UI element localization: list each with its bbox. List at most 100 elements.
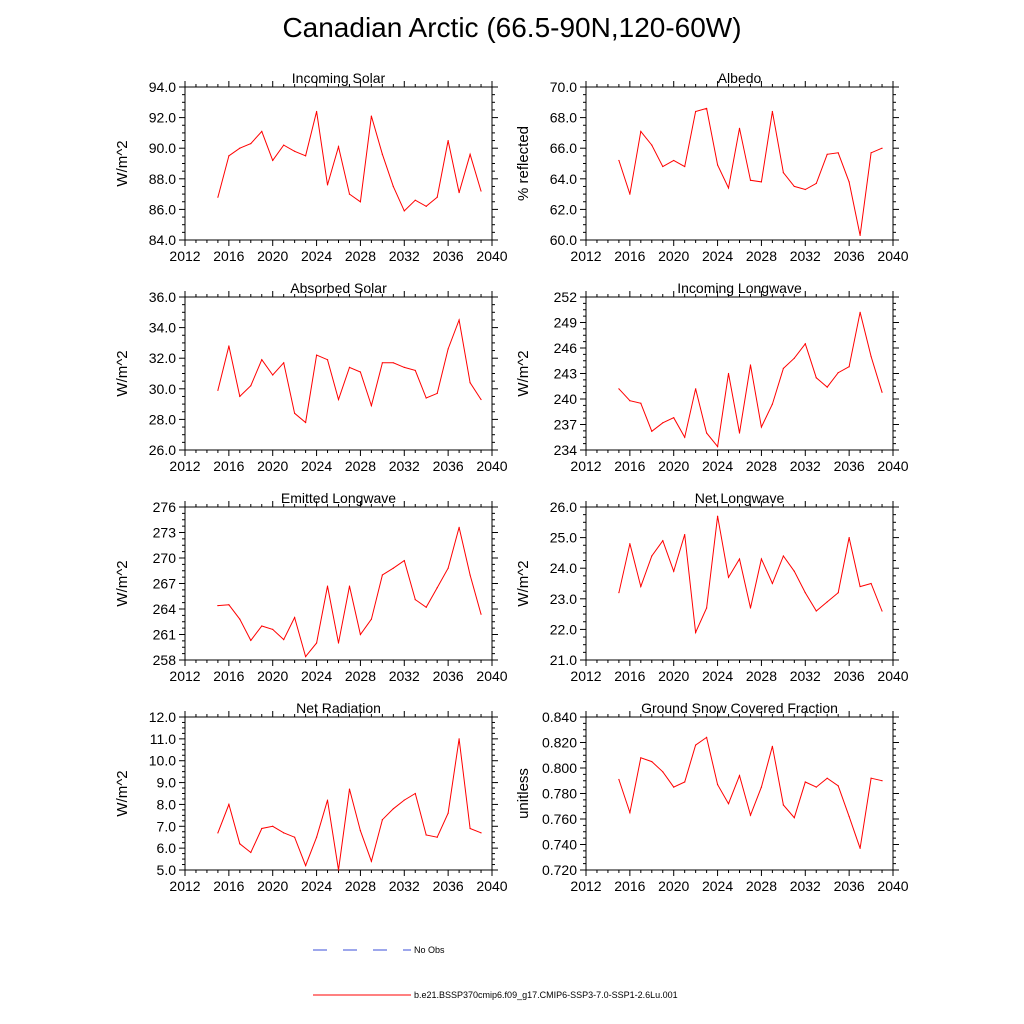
panel-emitted-longwave: Emitted Longwave W/m^2 2012 2016 2020 2024 202… <box>114 490 508 684</box>
data-point <box>294 836 296 838</box>
data-point <box>804 592 806 594</box>
y-tick-label: 9.0 <box>157 775 177 791</box>
data-point <box>706 107 708 110</box>
panel-net-longwave: Net Longwave W/m^2 2012 2016 2020 2024 2028 203… <box>515 490 909 684</box>
data-point <box>618 778 620 781</box>
data-point <box>804 781 806 783</box>
data-point <box>326 359 329 361</box>
data-point <box>782 555 784 557</box>
data-point <box>815 182 817 184</box>
y-tick-label: 68.0 <box>550 110 577 126</box>
data-point <box>261 625 263 627</box>
x-tick-label: 2016 <box>213 458 244 474</box>
data-point <box>392 185 394 188</box>
plot-frame <box>184 506 493 661</box>
data-point <box>826 386 828 388</box>
x-tick-label: 2020 <box>658 458 689 474</box>
data-point <box>480 832 482 834</box>
x-tick-label: 2032 <box>790 668 821 684</box>
y-tick-label: 0.820 <box>542 735 577 751</box>
data-point <box>749 607 752 609</box>
data-point <box>261 827 263 830</box>
y-tick-label: 62.0 <box>550 201 577 217</box>
y-tick-label: 258 <box>153 652 177 668</box>
y-tick-label: 64.0 <box>550 171 577 187</box>
figure-title: Canadian Arctic (66.5-90N,120-60W) <box>282 12 742 43</box>
data-point <box>283 144 285 146</box>
data-point <box>651 144 653 146</box>
data-point <box>716 446 719 448</box>
y-tick-label: 7.0 <box>157 818 177 834</box>
data-point <box>706 432 708 434</box>
x-tick-label: 2032 <box>790 458 821 474</box>
panel-incoming-solar: Incoming Solar W/m^2 2012 2016 2020 2024 2028 2… <box>114 70 508 264</box>
legend-no-obs-label: No Obs <box>414 945 445 955</box>
data-point <box>684 165 686 168</box>
y-tick-label: 0.840 <box>542 709 577 725</box>
data-point <box>837 372 839 374</box>
data-point <box>359 371 362 373</box>
y-tick-label: 5.0 <box>157 862 177 878</box>
data-point <box>272 159 274 162</box>
data-point <box>716 515 719 517</box>
x-tick-label: 2040 <box>476 668 507 684</box>
y-tick-label: 88.0 <box>149 171 176 187</box>
y-tick-label: 273 <box>153 525 177 541</box>
data-point <box>640 402 642 404</box>
panel-ground-snow-covered-fraction: Ground Snow Covered Fraction unitless 2012… <box>515 700 909 894</box>
data-point <box>283 832 285 834</box>
x-tick-label: 2036 <box>433 458 464 474</box>
data-point <box>359 633 362 636</box>
x-tick-label: 2032 <box>389 458 420 474</box>
x-tick-label: 2032 <box>790 248 821 264</box>
data-point <box>837 592 839 594</box>
y-tick-label: 270 <box>153 550 177 566</box>
x-tick-label: 2032 <box>389 878 420 894</box>
x-tick-label: 2036 <box>433 248 464 264</box>
data-point <box>662 165 664 168</box>
y-tick-label: 10.0 <box>149 753 176 769</box>
x-tick-label: 2024 <box>301 458 332 474</box>
data-point <box>848 181 850 183</box>
data-point <box>749 814 752 816</box>
data-point <box>436 587 438 589</box>
data-point <box>261 359 263 361</box>
data-point <box>716 783 719 786</box>
data-point <box>804 343 806 345</box>
x-tick-label: 2040 <box>877 458 908 474</box>
data-point <box>315 836 318 838</box>
data-point <box>480 190 482 192</box>
x-tick-label: 2020 <box>658 248 689 264</box>
x-tick-label: 2024 <box>702 878 733 894</box>
data-point <box>640 757 642 759</box>
data-point <box>447 567 449 569</box>
y-tick-label: 261 <box>153 627 177 643</box>
plot-frame <box>585 296 894 451</box>
data-point <box>381 819 383 821</box>
x-tick-label: 2020 <box>257 248 288 264</box>
y-axis-label: W/m^2 <box>114 350 131 396</box>
y-tick-label: 276 <box>153 499 177 515</box>
x-tick-label: 2016 <box>614 458 645 474</box>
plot-frame <box>184 86 493 241</box>
data-point <box>348 366 351 368</box>
series-line <box>217 527 482 658</box>
x-tick-label: 2036 <box>433 878 464 894</box>
y-tick-label: 23.0 <box>550 591 577 607</box>
plot-frame <box>585 86 894 241</box>
data-point <box>217 196 219 198</box>
data-point <box>673 570 675 572</box>
panel-title: Incoming Solar <box>292 70 386 86</box>
panel-incoming-longwave: Incoming Longwave W/m^2 2012 2016 2020 2024 20… <box>515 280 909 474</box>
data-point <box>326 184 329 186</box>
data-point <box>815 377 817 379</box>
data-point <box>315 642 318 644</box>
y-axis-label: W/m^2 <box>114 560 131 606</box>
x-tick-label: 2012 <box>169 878 200 894</box>
data-point <box>760 426 763 428</box>
panel-absorbed-solar: Absorbed Solar W/m^2 2012 2016 2020 2024 2028 2… <box>114 280 508 474</box>
data-point <box>447 348 449 350</box>
plot-frame <box>184 296 493 451</box>
series-line <box>618 107 883 236</box>
data-point <box>403 799 405 801</box>
